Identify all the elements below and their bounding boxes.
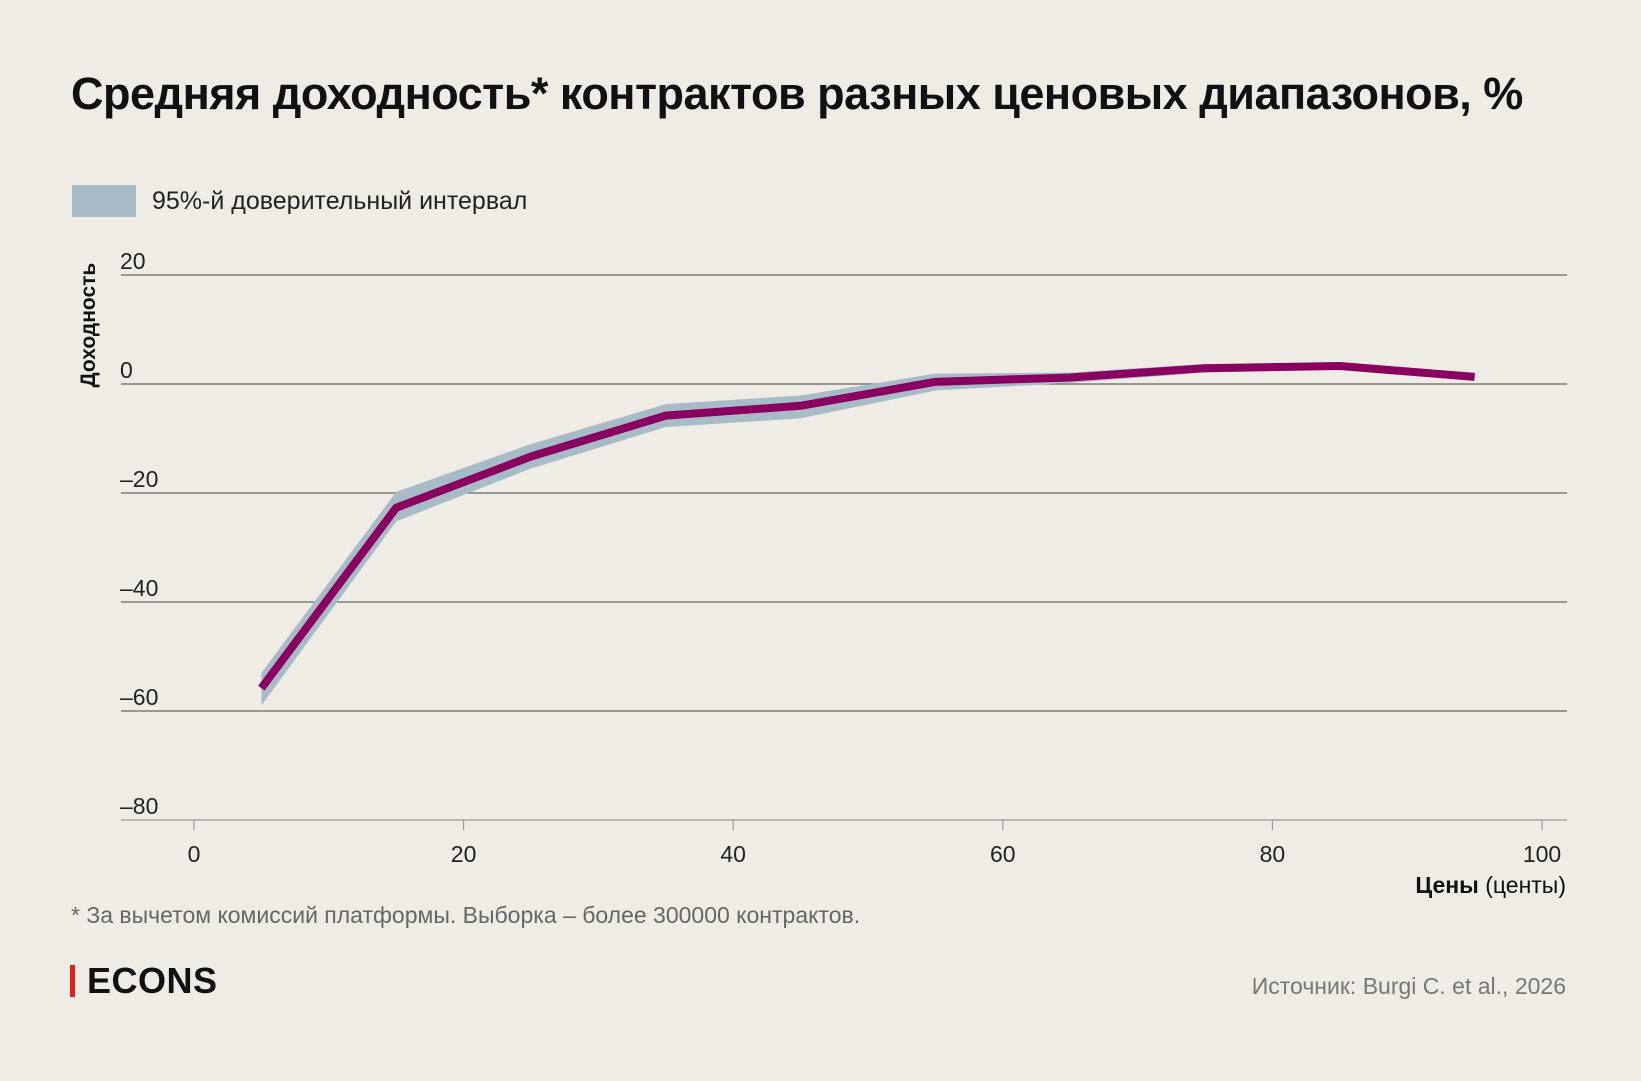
y-axis-label: Доходность: [77, 263, 100, 388]
legend-label-ci: 95%-й доверительный интервал: [152, 186, 528, 215]
brand-name: ECONS: [87, 960, 218, 1001]
y-tick-label: –60: [120, 684, 158, 710]
y-tick-label: 0: [120, 357, 133, 383]
x-tick-label: 40: [720, 841, 746, 867]
x-axis-label-unit: (центы): [1479, 872, 1566, 898]
chart-title: Средняя доходность* контрактов разных це…: [71, 68, 1523, 119]
footnote: * За вычетом комиссий платформы. Выборка…: [71, 902, 861, 928]
confidence-band: [261, 363, 1475, 706]
x-tick-label: 60: [990, 841, 1016, 867]
y-tick-label: –20: [120, 466, 158, 492]
brand-logo: ECONS: [70, 960, 218, 1002]
series-line: [258, 362, 1475, 691]
x-tick-label: 20: [451, 841, 477, 867]
legend: 95%-й доверительный интервал: [72, 185, 527, 217]
x-tick-label: 100: [1523, 841, 1561, 867]
x-axis-label: Цены (центы): [1415, 872, 1566, 898]
x-tick-label: 80: [1260, 841, 1286, 867]
x-tick-label: 0: [188, 841, 201, 867]
y-tick-label: –40: [120, 575, 158, 601]
y-tick-label: –80: [120, 793, 158, 819]
source: Источник: Burgi C. et al., 2026: [1251, 973, 1566, 999]
y-tick-label: 20: [120, 248, 146, 274]
brand-bar: [70, 965, 75, 997]
legend-swatch-ci: [72, 185, 136, 217]
x-axis-label-bold: Цены: [1415, 872, 1478, 898]
